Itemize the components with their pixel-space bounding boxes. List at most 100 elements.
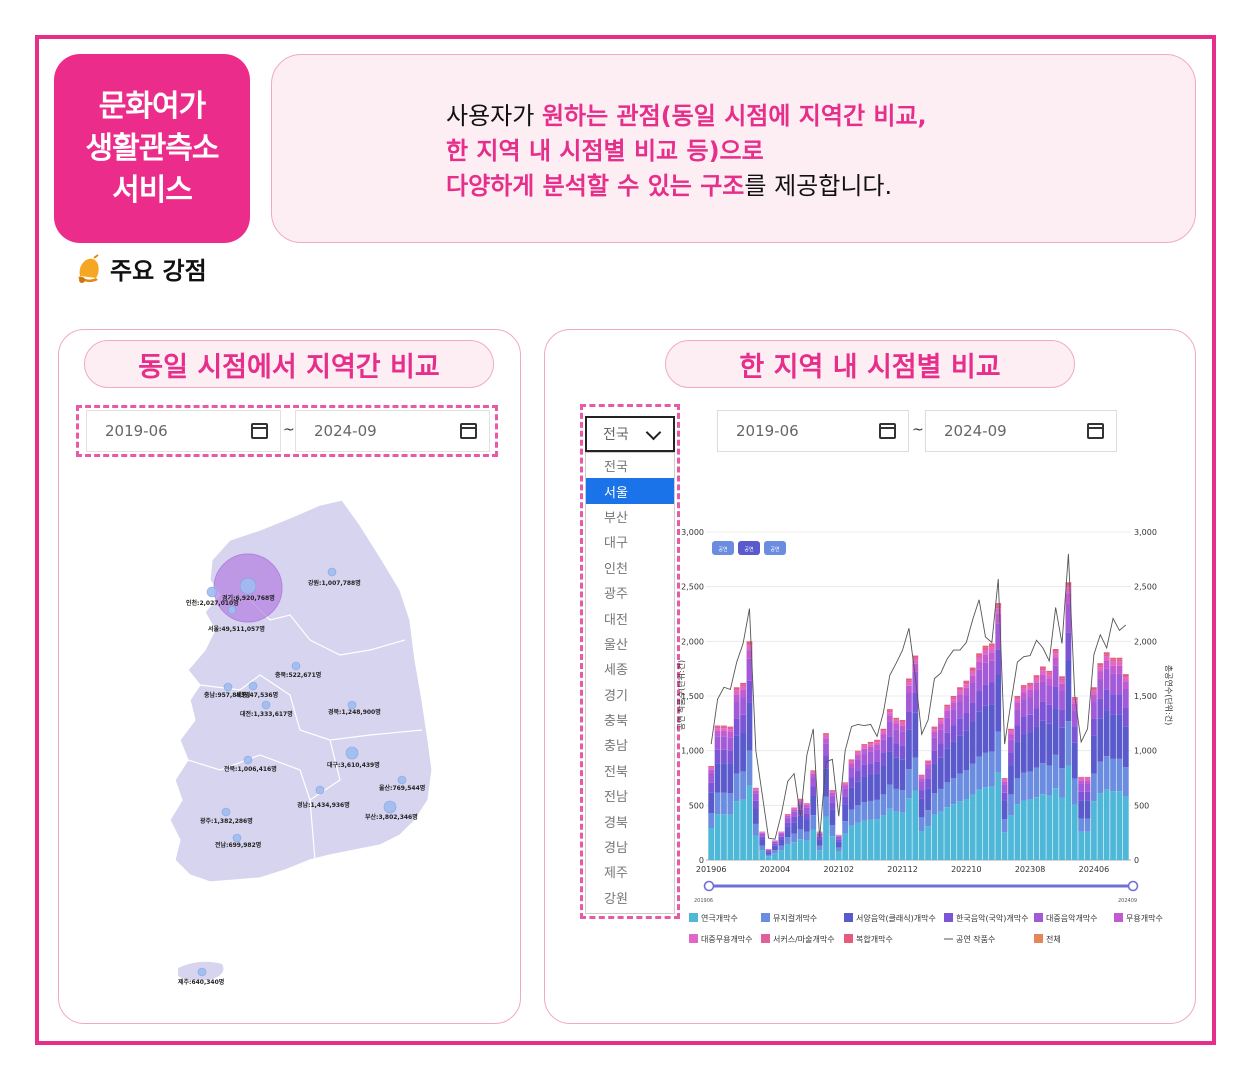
bar-segment — [765, 851, 772, 853]
calendar-icon[interactable] — [251, 423, 268, 439]
bar-segment — [1116, 791, 1123, 860]
date-from-input-right[interactable]: 2019-06 — [717, 410, 909, 452]
date-to-input-left[interactable]: 2024-09 — [295, 410, 490, 452]
legend-swatch[interactable] — [1034, 913, 1043, 922]
intro-text: 사용자가 원하는 관점(동일 시점에 지역간 비교, 한 지역 내 시점별 비교… — [446, 99, 927, 204]
region-option[interactable]: 대구 — [604, 536, 628, 552]
region-option[interactable]: 광주 — [604, 587, 628, 603]
legend-label[interactable]: 서양음악(클래식)개막수 — [856, 913, 936, 923]
date-from-input-left[interactable]: 2019-06 — [86, 410, 281, 452]
legend-label[interactable]: 뮤지컬개막수 — [773, 913, 817, 923]
legend-label[interactable]: 한국음악(국악)개막수 — [956, 913, 1028, 923]
region-option[interactable]: 전북 — [604, 764, 628, 780]
region-option[interactable]: 경북 — [604, 815, 628, 831]
bar-segment — [1084, 783, 1091, 792]
bar-segment — [1065, 604, 1072, 633]
date-to-input-right[interactable]: 2024-09 — [925, 410, 1117, 452]
bar-segment — [848, 761, 855, 764]
bar-segment — [1097, 665, 1104, 668]
bar-segment — [944, 748, 951, 783]
region-option[interactable]: 전국 — [604, 460, 628, 476]
bar-segment — [1071, 698, 1078, 701]
chart-toggle-button[interactable] — [738, 541, 760, 555]
bar-segment — [931, 731, 938, 738]
bar-segment — [918, 774, 925, 776]
bar-segment — [797, 801, 804, 804]
bar-segment — [1091, 687, 1097, 689]
bar-segment — [835, 835, 842, 837]
bar-segment — [944, 717, 951, 733]
bar-segment — [772, 841, 778, 844]
region-option[interactable]: 대전 — [604, 612, 628, 628]
calendar-icon[interactable] — [460, 423, 477, 439]
region-option[interactable]: 부산 — [604, 510, 628, 526]
region-option[interactable]: 경남 — [604, 841, 628, 857]
bar-segment — [714, 814, 721, 860]
bar-segment — [1001, 832, 1008, 860]
legend-swatch[interactable] — [844, 934, 853, 943]
bar-segment — [816, 845, 823, 851]
region-option[interactable]: 세종 — [604, 663, 628, 679]
badge-line-3: 서비스 — [112, 172, 193, 208]
bar-segment — [1110, 694, 1116, 715]
date-to-value-right: 2024-09 — [944, 422, 1007, 440]
legend-label[interactable]: 공연 작품수 — [956, 934, 995, 944]
bar-segment — [1091, 701, 1097, 719]
region-option[interactable]: 충북 — [604, 714, 628, 730]
range-slider-handle-end[interactable] — [1127, 880, 1139, 892]
bar-segment — [1033, 708, 1040, 727]
region-option[interactable]: 제주 — [604, 866, 628, 882]
legend-swatch[interactable] — [1114, 913, 1123, 922]
bar-segment — [944, 706, 951, 708]
legend-label[interactable]: 대중음악개막수 — [1046, 913, 1098, 923]
legend-label[interactable]: 서커스/마술개막수 — [773, 934, 835, 944]
legend-label[interactable]: 무용개막수 — [1126, 913, 1163, 923]
legend-swatch[interactable] — [844, 913, 853, 922]
bar-segment — [765, 854, 772, 857]
bar-segment — [1097, 793, 1104, 860]
legend-label[interactable]: 대중무용개막수 — [701, 934, 753, 944]
legend-label[interactable]: 전체 — [1046, 934, 1061, 944]
map-label: 전남:699,982명 — [215, 841, 261, 849]
chart-toggle-button[interactable] — [712, 541, 734, 555]
calendar-icon[interactable] — [1087, 423, 1104, 439]
region-option[interactable]: 전남 — [604, 790, 628, 806]
bar-segment — [823, 734, 829, 736]
bar-segment — [842, 833, 849, 860]
bar-segment — [1091, 688, 1097, 691]
region-option[interactable]: 인천 — [604, 561, 628, 577]
legend-swatch[interactable] — [761, 913, 770, 922]
bar-segment — [1059, 727, 1065, 769]
bar-segment — [784, 815, 791, 818]
legend-swatch[interactable] — [1034, 934, 1043, 943]
region-option[interactable]: 충남 — [604, 739, 628, 755]
legend-swatch[interactable] — [689, 913, 698, 922]
region-option[interactable]: 경기 — [604, 688, 628, 704]
region-select[interactable]: 전국 — [585, 416, 675, 452]
chart-toggle-button[interactable] — [764, 541, 786, 555]
bar-segment — [880, 731, 887, 735]
bar-segment — [842, 783, 849, 786]
range-slider-handle-start[interactable] — [703, 880, 715, 892]
bar-segment — [810, 773, 817, 778]
legend-swatch[interactable] — [944, 913, 953, 922]
bar-segment — [1116, 714, 1123, 759]
bar-segment — [784, 837, 791, 845]
region-option[interactable]: 울산 — [604, 637, 628, 653]
region-option[interactable]: 강원 — [604, 891, 628, 907]
bar-segment — [1001, 792, 1008, 801]
bar-segment — [995, 772, 1002, 860]
date-from-value-right: 2019-06 — [736, 422, 799, 440]
bar-segment — [1103, 668, 1110, 690]
legend-label[interactable]: 연극개막수 — [701, 913, 738, 923]
bar-segment — [1020, 800, 1027, 860]
bar-segment — [880, 752, 887, 766]
legend-label[interactable]: 복합개막수 — [856, 934, 893, 944]
chevron-down-icon[interactable] — [645, 424, 662, 441]
region-option[interactable]: 서울 — [586, 478, 674, 504]
bar-segment — [1033, 726, 1040, 768]
legend-swatch[interactable] — [761, 934, 770, 943]
calendar-icon[interactable] — [879, 423, 896, 439]
legend-swatch[interactable] — [689, 934, 698, 943]
x-tick-label: 202102 — [823, 865, 854, 874]
